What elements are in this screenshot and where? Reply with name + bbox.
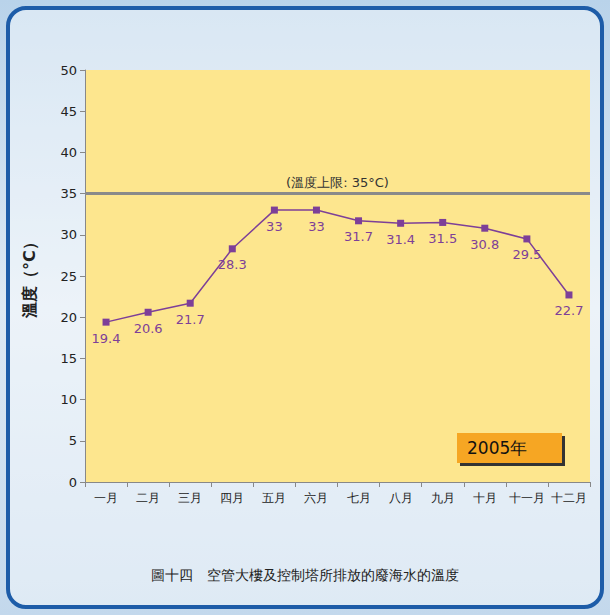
svg-text:10: 10 [60, 392, 77, 407]
svg-text:22.7: 22.7 [554, 303, 583, 318]
svg-text:十月: 十月 [473, 491, 497, 505]
svg-text:(溫度上限: 35°C): (溫度上限: 35°C) [286, 175, 389, 190]
svg-text:33: 33 [308, 219, 325, 234]
svg-text:28.3: 28.3 [218, 257, 247, 272]
svg-text:35: 35 [60, 186, 77, 201]
svg-text:十二月: 十二月 [551, 491, 587, 505]
svg-text:三月: 三月 [178, 491, 202, 505]
svg-text:45: 45 [60, 104, 77, 119]
svg-text:五月: 五月 [262, 491, 286, 505]
svg-text:31.4: 31.4 [386, 232, 415, 247]
svg-text:八月: 八月 [389, 491, 413, 505]
svg-text:20: 20 [60, 310, 77, 325]
svg-text:四月: 四月 [220, 491, 244, 505]
svg-text:30: 30 [60, 227, 77, 242]
svg-text:40: 40 [60, 145, 77, 160]
svg-text:0: 0 [69, 475, 77, 490]
svg-text:33: 33 [266, 219, 283, 234]
svg-text:20.6: 20.6 [134, 321, 163, 336]
svg-text:溫度（°C）: 溫度（°C） [20, 234, 39, 319]
svg-text:六月: 六月 [304, 491, 328, 505]
svg-text:九月: 九月 [431, 491, 455, 505]
svg-text:31.5: 31.5 [428, 231, 457, 246]
svg-text:十一月: 十一月 [509, 491, 545, 505]
svg-text:50: 50 [60, 63, 77, 78]
svg-text:二月: 二月 [136, 491, 160, 505]
svg-text:30.8: 30.8 [470, 237, 499, 252]
svg-text:31.7: 31.7 [344, 229, 373, 244]
svg-text:19.4: 19.4 [92, 331, 121, 346]
svg-text:25: 25 [60, 269, 77, 284]
svg-text:5: 5 [69, 433, 77, 448]
svg-text:一月: 一月 [94, 491, 118, 505]
svg-text:2005年: 2005年 [467, 438, 527, 458]
svg-text:29.5: 29.5 [512, 247, 541, 262]
svg-text:15: 15 [60, 351, 77, 366]
svg-text:21.7: 21.7 [176, 312, 205, 327]
svg-text:圖十四 空管大樓及控制塔所排放的廢海水的溫度: 圖十四 空管大樓及控制塔所排放的廢海水的溫度 [151, 567, 459, 583]
svg-text:七月: 七月 [347, 491, 371, 505]
